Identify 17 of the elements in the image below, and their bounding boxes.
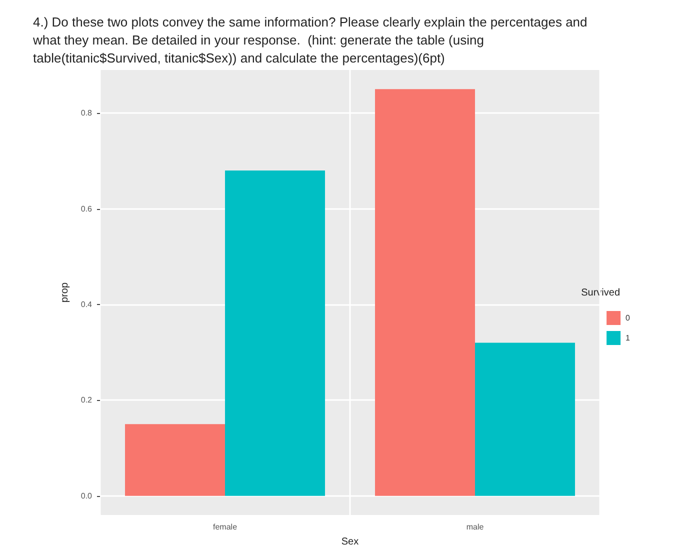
x-axis-title: Sex [341, 536, 359, 548]
legend-label: 0 [626, 314, 631, 322]
legend-title: Survived [581, 288, 620, 298]
y-tick-label: 0.8 [80, 108, 93, 118]
y-tick-label: 0.2 [80, 396, 93, 405]
x-tick-label: male [466, 522, 484, 532]
y-tick-label: 0.4 [80, 300, 93, 309]
legend-label: 1 [626, 334, 631, 342]
bar [225, 170, 325, 496]
y-tick-label: 0.0 [80, 491, 93, 500]
bar [475, 342, 575, 496]
bar [125, 424, 225, 496]
x-tick-label: female [212, 522, 238, 532]
bar [375, 89, 475, 496]
y-tick-label: 0.6 [80, 204, 93, 214]
chart-title: 4.) Do these two plots convey the same information? Please clearly explain the percentages and what they mean. Be detailed in your response. (hint: generate the table (using table(titanic$Survived, titanic$Sex)) and calculate the percentages)(6pt) [32, 14, 591, 66]
y-axis-title: prop [59, 282, 70, 303]
